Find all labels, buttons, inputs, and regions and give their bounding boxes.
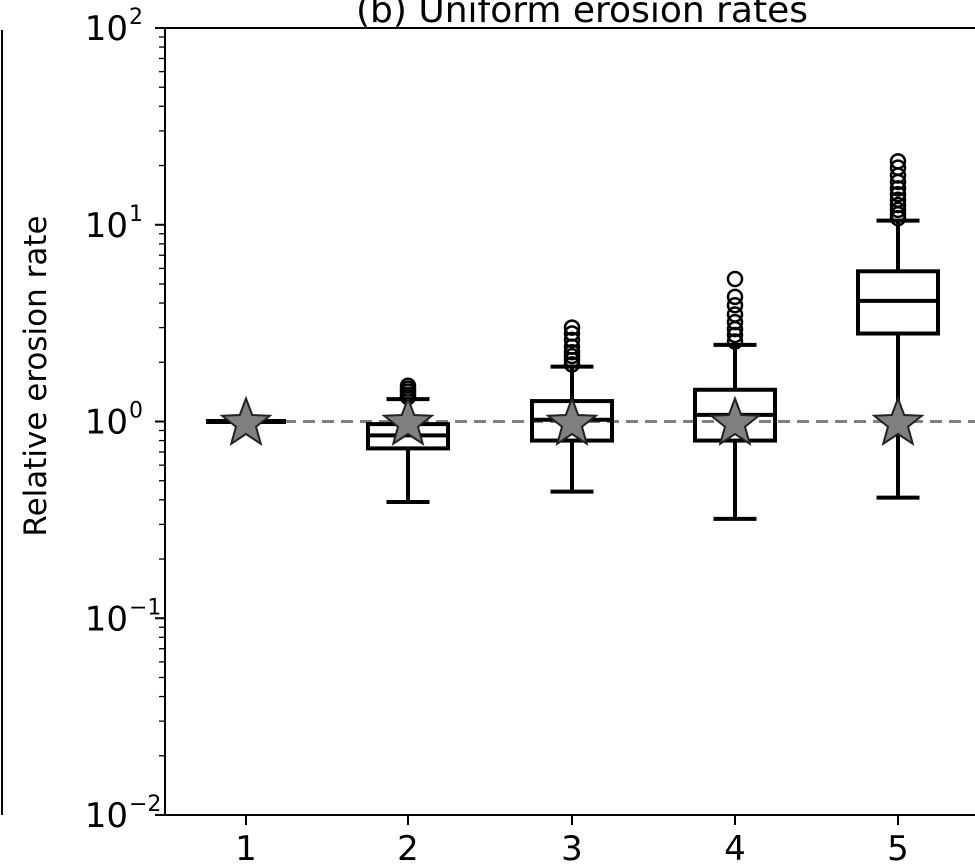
star-marker-3 xyxy=(545,395,599,447)
y-tick-label: 10 xyxy=(85,9,128,49)
x-tick-label: 2 xyxy=(397,829,419,866)
outlier-point xyxy=(726,333,744,350)
x-tick-label: 1 xyxy=(235,829,257,866)
outlier-point xyxy=(889,201,907,219)
x-tick-label: 5 xyxy=(887,829,909,866)
y-axis-label: Relative erosion rate xyxy=(18,215,54,536)
star-marker-4 xyxy=(708,395,762,447)
outlier-point xyxy=(726,313,744,331)
outlier-point xyxy=(726,270,744,288)
boxes xyxy=(206,153,940,521)
outlier-point xyxy=(726,288,744,306)
star-marker-1 xyxy=(219,395,273,447)
outlier-point xyxy=(563,319,581,336)
outlier-point xyxy=(399,377,417,394)
outlier-point xyxy=(726,296,744,314)
star-marker-2 xyxy=(381,395,435,447)
y-tick-exponent: 1 xyxy=(129,202,143,227)
box-5 xyxy=(856,153,940,500)
y-tick-exponent: −2 xyxy=(129,792,161,817)
outlier-point xyxy=(889,185,907,203)
outlier-point xyxy=(563,343,581,361)
outlier-point xyxy=(889,196,907,214)
star-marker-5 xyxy=(871,395,925,447)
outlier-point xyxy=(889,153,907,170)
y-tick-label: 10 xyxy=(85,796,128,836)
star-markers xyxy=(219,395,925,447)
y-tick-label: 10 xyxy=(85,403,128,443)
outlier-point xyxy=(563,331,581,349)
y-tick-exponent: −1 xyxy=(129,595,161,620)
outlier-point xyxy=(889,191,907,208)
outlier-point xyxy=(563,325,581,342)
outlier-point xyxy=(726,306,744,323)
y-tick-label: 10 xyxy=(85,599,128,639)
y-tick-exponent: 0 xyxy=(129,399,143,424)
box-4 xyxy=(693,270,777,521)
outlier-point xyxy=(889,159,907,176)
y-tick-exponent: 2 xyxy=(129,5,143,30)
y-tick-label: 10 xyxy=(85,206,128,246)
x-axis: 1 2 3 4 5 xyxy=(235,815,909,866)
chart-title: (b) Uniform erosion rates xyxy=(356,0,808,31)
x-tick-label: 3 xyxy=(561,829,583,866)
x-tick-label: 4 xyxy=(724,829,746,866)
